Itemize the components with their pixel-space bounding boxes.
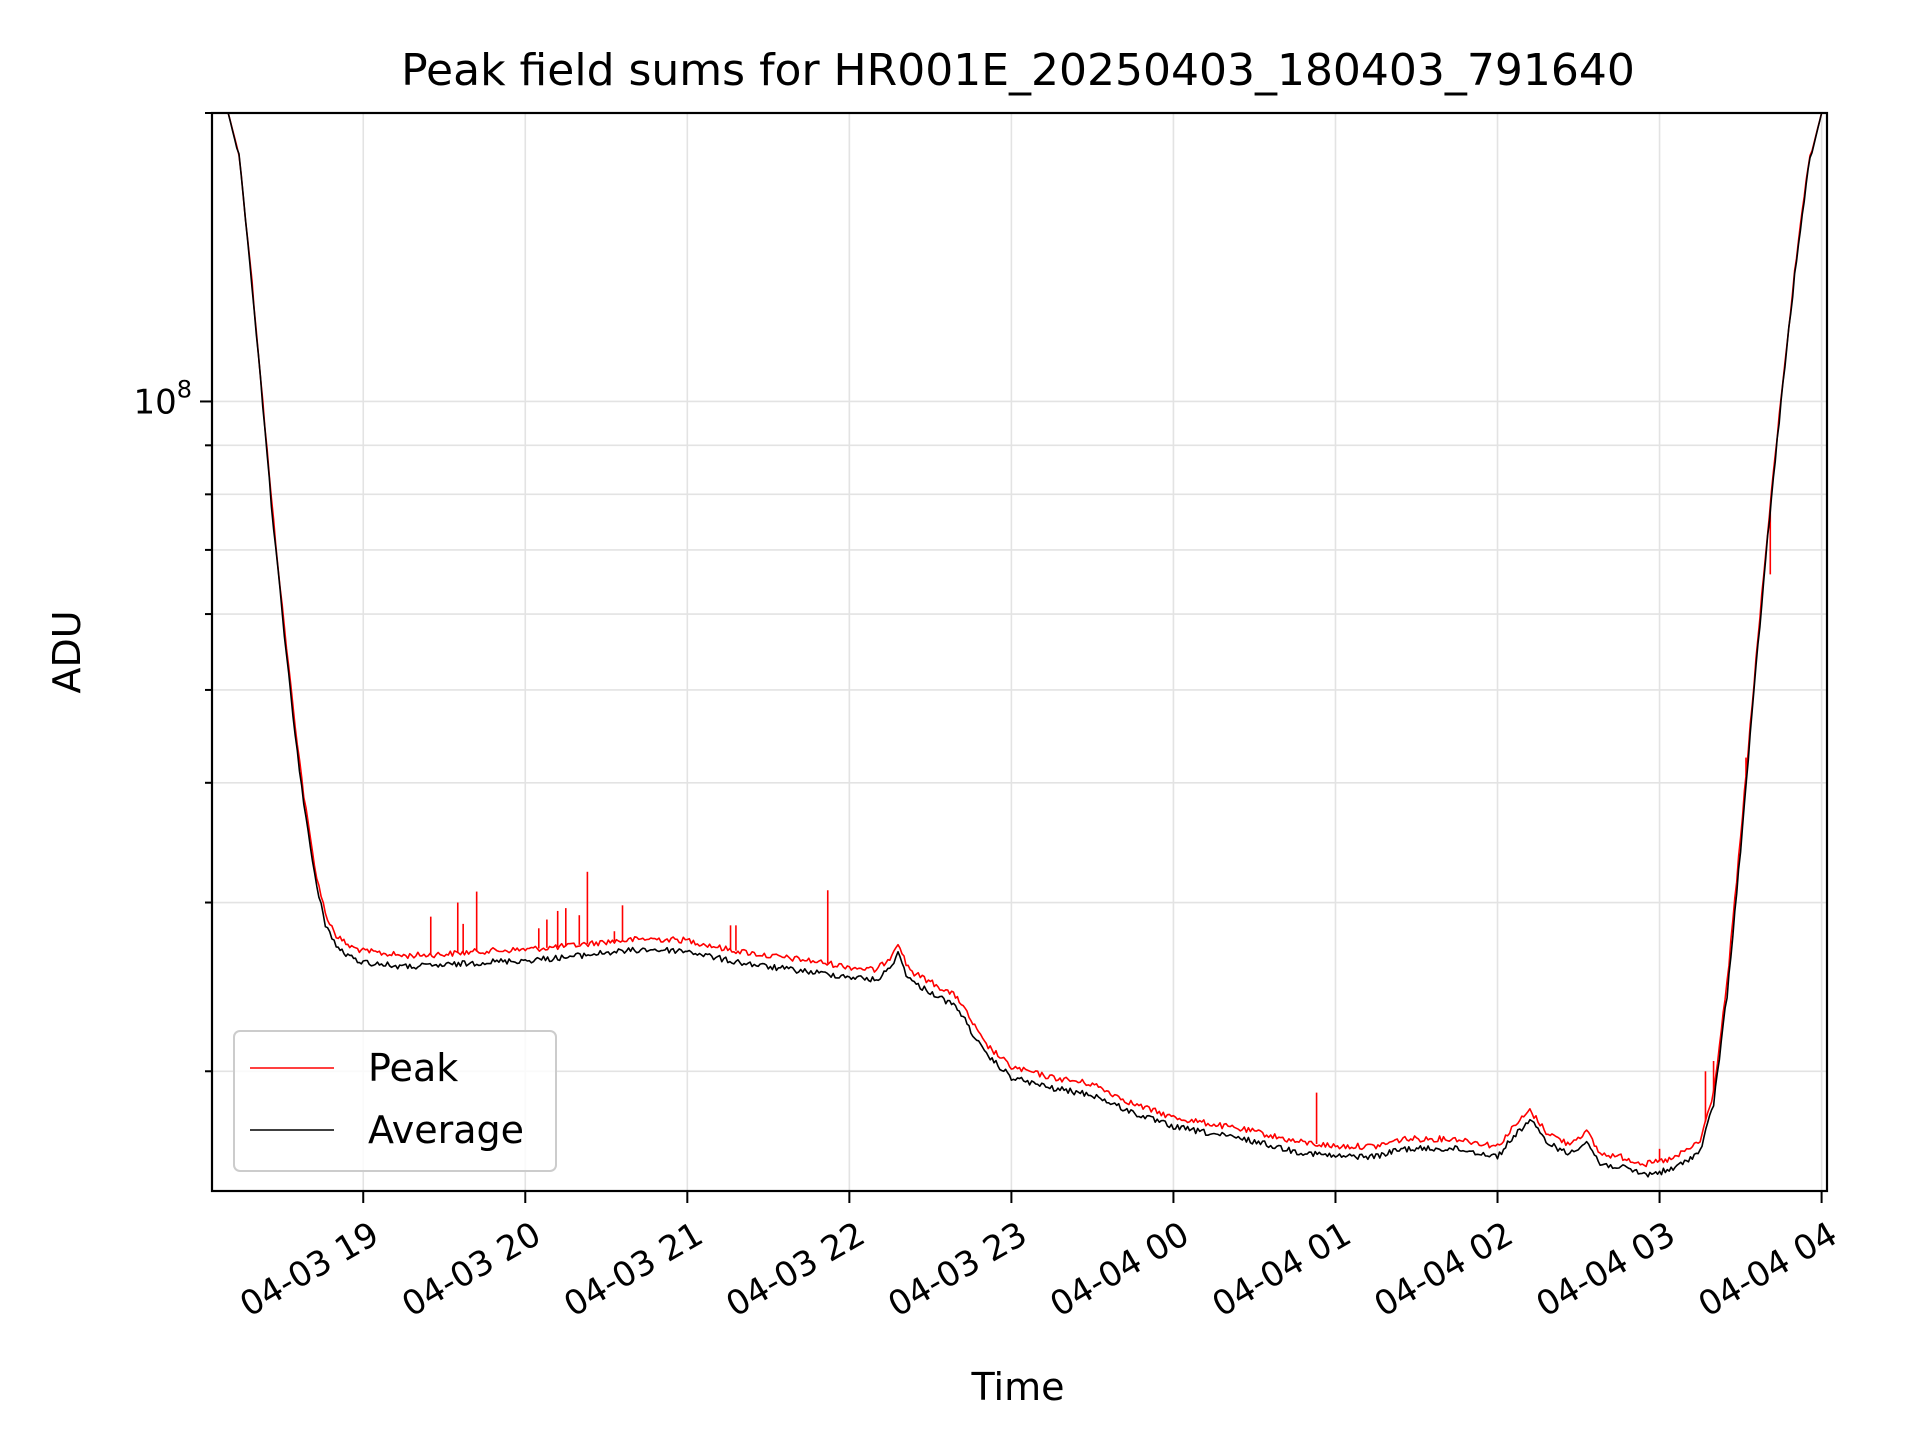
- legend-box: [233, 1030, 557, 1172]
- y-tick-label: 108: [133, 375, 192, 422]
- chart-title: Peak field sums for HR001E_20250403_1804…: [401, 45, 1635, 96]
- plot-frame: [210, 111, 1829, 1193]
- legend-peak-label: Peak: [368, 1046, 458, 1090]
- y-axis: 108: [133, 112, 212, 1073]
- x-axis-label: Time: [971, 1365, 1065, 1409]
- legend-average-label: Average: [368, 1108, 524, 1152]
- y-axis-label: ADU: [45, 610, 89, 693]
- series-line-peak: [212, 112, 1823, 1168]
- legend: Peak Average: [233, 1030, 557, 1172]
- series-line-average: [212, 112, 1823, 1178]
- series-layer: [212, 112, 1823, 1178]
